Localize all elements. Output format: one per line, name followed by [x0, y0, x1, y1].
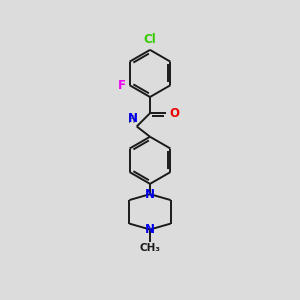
- Text: H: H: [128, 115, 135, 125]
- Text: F: F: [118, 79, 126, 92]
- Text: N: N: [145, 223, 155, 236]
- Text: Cl: Cl: [144, 33, 156, 46]
- Text: O: O: [169, 107, 179, 120]
- Text: CH₃: CH₃: [140, 243, 160, 253]
- Text: N: N: [128, 112, 138, 125]
- Text: N: N: [145, 188, 155, 201]
